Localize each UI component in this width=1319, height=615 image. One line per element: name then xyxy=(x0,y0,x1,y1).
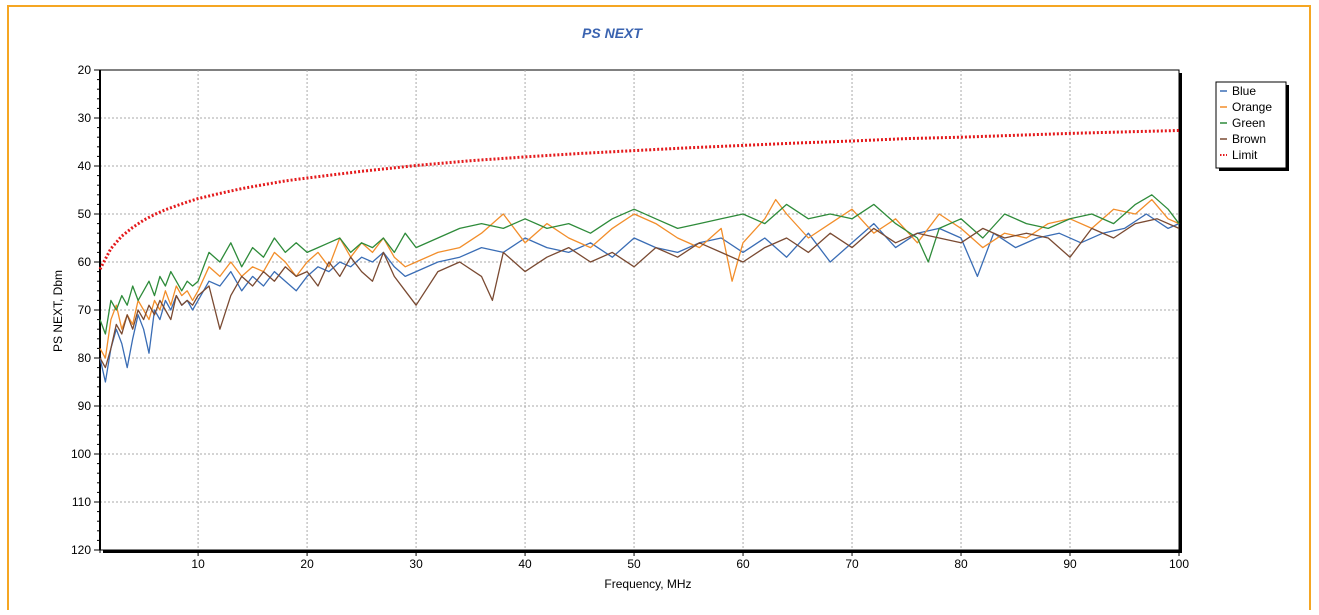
series-line-green xyxy=(99,194,1180,335)
legend-box xyxy=(1215,81,1287,169)
y-tick-label: 40 xyxy=(78,159,92,173)
x-tick-label: 90 xyxy=(1063,557,1077,571)
legend: Blue Orange Green Brown Limit xyxy=(1215,81,1289,171)
x-tick-label: 40 xyxy=(518,557,532,571)
legend-label-blue: Blue xyxy=(1232,84,1256,98)
legend-label-green: Green xyxy=(1232,116,1265,130)
y-tick-label: 100 xyxy=(71,447,91,461)
x-tick-label: 20 xyxy=(300,557,314,571)
y-tick-label: 20 xyxy=(78,63,92,77)
x-tick-label: 100 xyxy=(1169,557,1189,571)
chart-title: PS NEXT xyxy=(582,25,643,41)
y-tick-label: 30 xyxy=(78,111,92,125)
legend-label-brown: Brown xyxy=(1232,132,1266,146)
y-tick-label: 60 xyxy=(78,255,92,269)
x-tick-label: 50 xyxy=(627,557,641,571)
legend-label-orange: Orange xyxy=(1232,100,1272,114)
x-tick-label: 30 xyxy=(409,557,423,571)
y-tick-label: 50 xyxy=(78,207,92,221)
y-tick-label: 110 xyxy=(72,495,91,509)
y-tick-label: 90 xyxy=(78,399,92,413)
x-tick-label: 60 xyxy=(736,557,750,571)
x-tick-label: 70 xyxy=(845,557,859,571)
series-line-brown xyxy=(99,218,1180,369)
y-tick-label: 120 xyxy=(71,543,91,557)
series-line-blue xyxy=(99,213,1180,383)
y-tick-label: 70 xyxy=(78,303,92,317)
series-line-limit xyxy=(98,129,1180,270)
x-axis-label: Frequency, MHz xyxy=(604,577,691,591)
plot-area: 10 20 30 40 50 60 70 80 90 100 20 30 40 50 60 70 80 90 100… xyxy=(71,63,1189,571)
legend-label-limit: Limit xyxy=(1232,148,1258,162)
x-tick-label: 80 xyxy=(954,557,968,571)
y-axis-label: PS NEXT, Dbm xyxy=(51,270,65,352)
y-tick-label: 80 xyxy=(78,351,92,365)
series-line-orange xyxy=(99,198,1180,359)
x-tick-label: 10 xyxy=(191,557,205,571)
